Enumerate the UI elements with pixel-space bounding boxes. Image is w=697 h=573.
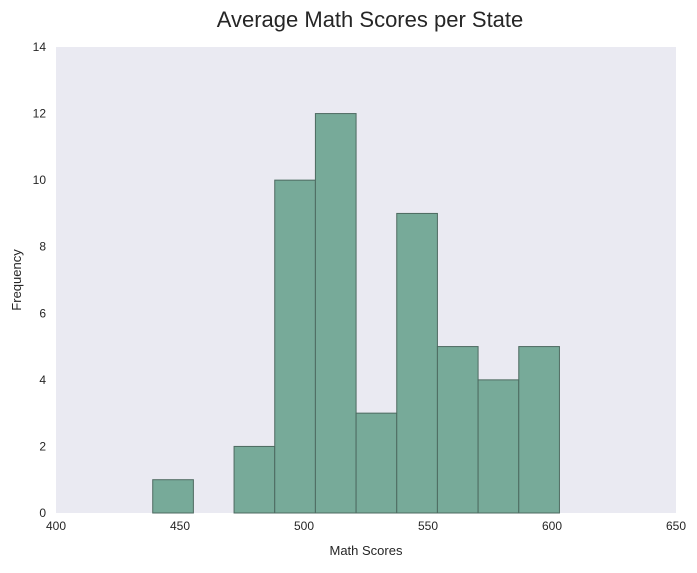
histogram-bar-7 <box>436 346 479 514</box>
histogram-bar-3 <box>274 179 316 514</box>
histogram-bar-8 <box>477 379 520 514</box>
y-tick-label: 6 <box>39 306 46 320</box>
x-axis-label: Math Scores <box>330 543 403 558</box>
x-tick-label: 500 <box>294 519 314 533</box>
x-tick-label: 600 <box>542 519 562 533</box>
y-axis-label: Frequency <box>9 249 24 311</box>
y-tick-labels: 0 2 4 6 8 10 12 14 <box>33 40 47 520</box>
histogram-bar-2 <box>233 445 276 514</box>
y-tick-label: 10 <box>33 173 47 187</box>
y-tick-label: 8 <box>39 240 46 254</box>
x-tick-labels: 400 450 500 550 600 650 <box>46 519 686 533</box>
histogram-bar-6 <box>396 212 438 514</box>
chart-title: Average Math Scores per State <box>217 7 524 32</box>
histogram-bar-0 <box>152 479 194 514</box>
x-tick-label: 400 <box>46 519 66 533</box>
y-tick-label: 4 <box>39 373 46 387</box>
y-tick-label: 2 <box>39 439 46 453</box>
x-tick-label: 650 <box>666 519 686 533</box>
y-tick-label: 14 <box>33 40 47 54</box>
x-tick-label: 550 <box>418 519 438 533</box>
histogram-bar-4 <box>314 113 357 514</box>
bars-group <box>152 113 560 514</box>
histogram-bar-5 <box>355 412 398 514</box>
y-tick-label: 0 <box>39 506 46 520</box>
y-tick-label: 12 <box>33 107 47 121</box>
histogram-bar-9 <box>518 346 560 514</box>
x-tick-label: 450 <box>170 519 190 533</box>
